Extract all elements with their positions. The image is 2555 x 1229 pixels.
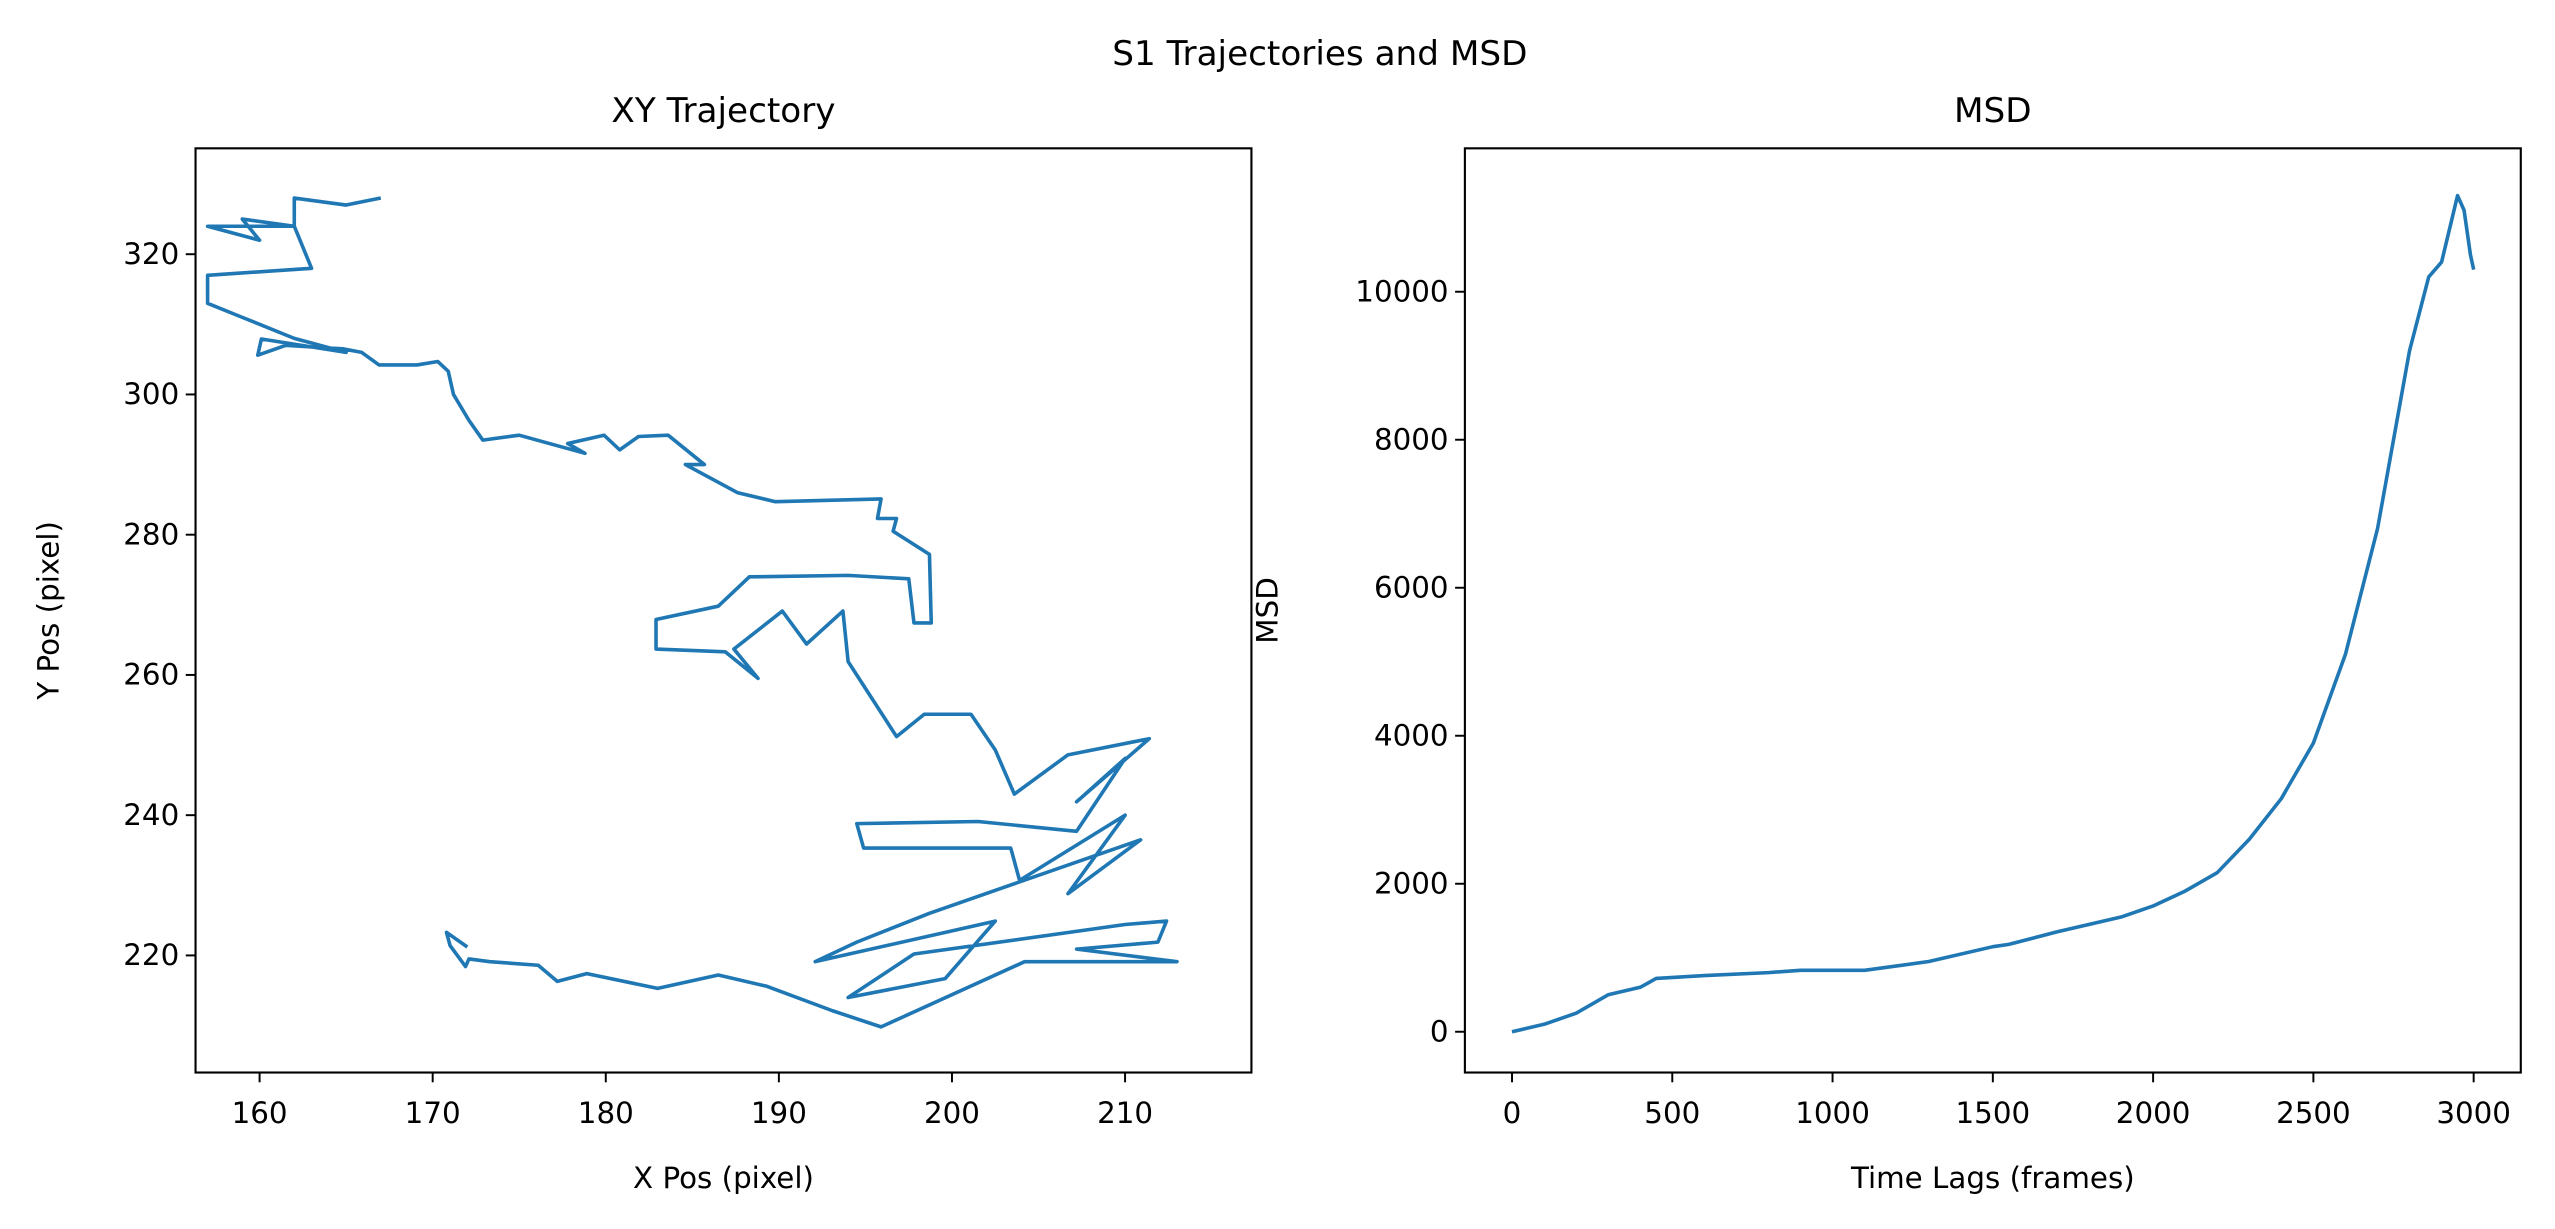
y-tick-label: 2000 [1374,867,1449,901]
x-tick-label: 2000 [2116,1096,2191,1130]
y-axis-label: Y Pos (pixel) [32,521,66,701]
x-axis-label: X Pos (pixel) [633,1161,814,1195]
x-tick-label: 200 [924,1096,980,1130]
data-line [205,196,1179,1029]
x-tick-label: 2500 [2276,1096,2351,1130]
x-tick-label: 3000 [2436,1096,2511,1130]
x-tick-label: 1000 [1795,1096,1870,1130]
y-tick-label: 8000 [1374,423,1449,457]
x-tick-label: 500 [1644,1096,1700,1130]
x-tick-label: 190 [751,1096,807,1130]
y-tick-label: 240 [123,798,179,832]
axes-frame [194,147,1253,1074]
y-axis-label: MSD [1251,577,1285,644]
y-tick-label: 300 [123,377,179,411]
axes-frame [1463,147,2522,1074]
y-tick-label: 320 [123,237,179,271]
y-tick-label: 4000 [1374,719,1449,753]
figure-title: S1 Trajectories and MSD [1112,34,1527,74]
x-tick-label: 210 [1097,1096,1153,1130]
y-tick-label: 220 [123,938,179,972]
axes-title: MSD [1954,91,2032,131]
y-tick-label: 0 [1430,1015,1449,1049]
y-tick-label: 280 [123,517,179,551]
data-line [1511,193,2476,1034]
x-tick-label: 170 [405,1096,461,1130]
x-axis-label: Time Lags (frames) [1850,1161,2135,1195]
x-tick-label: 0 [1503,1096,1522,1130]
axes-title: XY Trajectory [611,91,835,131]
y-tick-label: 6000 [1374,571,1449,605]
x-tick-label: 1500 [1956,1096,2031,1130]
x-tick-label: 180 [578,1096,634,1130]
y-tick-label: 10000 [1355,275,1448,309]
x-tick-label: 160 [232,1096,288,1130]
y-tick-label: 260 [123,658,179,692]
